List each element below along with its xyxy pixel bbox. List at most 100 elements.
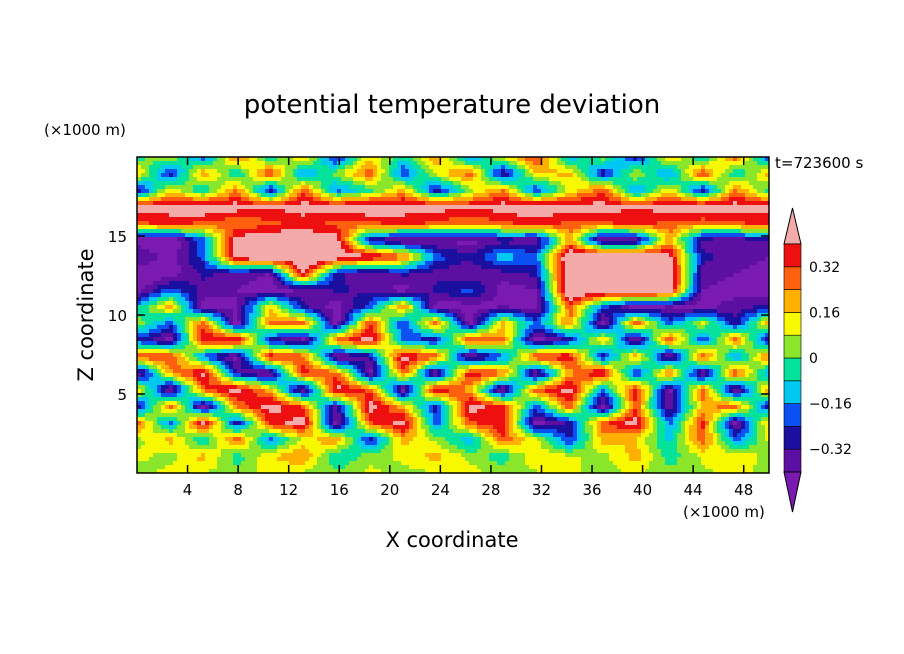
field-cell xyxy=(409,257,414,262)
field-cell xyxy=(737,157,742,162)
field-cell xyxy=(217,213,222,218)
field-cell xyxy=(625,257,630,262)
field-cell xyxy=(165,277,170,282)
field-cell xyxy=(145,225,150,230)
field-cell xyxy=(665,217,670,222)
field-cell xyxy=(765,217,769,222)
field-cell xyxy=(385,273,390,278)
field-cell xyxy=(205,165,210,170)
field-cell xyxy=(629,221,634,226)
field-cell xyxy=(729,217,734,222)
field-cell xyxy=(429,253,434,258)
field-cell xyxy=(429,177,434,182)
field-cell xyxy=(481,281,486,286)
field-cell xyxy=(349,185,354,190)
field-cell xyxy=(605,237,610,242)
field-cell xyxy=(541,265,546,270)
field-cell xyxy=(197,245,202,250)
field-cell xyxy=(205,245,210,250)
field-cell xyxy=(713,229,718,234)
field-cell xyxy=(537,217,542,222)
field-cell xyxy=(213,277,218,282)
field-cell xyxy=(285,237,290,242)
field-cell xyxy=(601,221,606,226)
field-cell xyxy=(193,169,198,174)
field-cell xyxy=(193,181,198,186)
field-cell xyxy=(649,197,654,202)
field-cell xyxy=(305,241,310,246)
field-cell xyxy=(429,193,434,198)
field-cell xyxy=(293,277,298,282)
field-cell xyxy=(745,165,750,170)
field-cell xyxy=(217,221,222,226)
field-cell xyxy=(585,229,590,234)
field-cell xyxy=(281,237,286,242)
field-cell xyxy=(165,197,170,202)
field-cell xyxy=(269,177,274,182)
field-cell xyxy=(305,201,310,206)
field-cell xyxy=(481,201,486,206)
field-cell xyxy=(485,281,490,286)
field-cell xyxy=(545,277,550,282)
field-cell xyxy=(449,221,454,226)
field-cell xyxy=(449,157,454,162)
field-cell xyxy=(693,221,698,226)
field-cell xyxy=(493,225,498,230)
field-cell xyxy=(337,177,342,182)
field-cell xyxy=(745,225,750,230)
field-cell xyxy=(221,249,226,254)
field-cell xyxy=(401,205,406,210)
field-cell xyxy=(241,197,246,202)
field-cell xyxy=(585,225,590,230)
field-cell xyxy=(173,205,178,210)
field-cell xyxy=(597,237,602,242)
field-cell xyxy=(673,197,678,202)
field-cell xyxy=(153,245,158,250)
field-cell xyxy=(309,189,314,194)
field-cell xyxy=(649,233,654,238)
field-cell xyxy=(541,225,546,230)
field-cell xyxy=(521,241,526,246)
field-cell xyxy=(233,281,238,286)
field-cell xyxy=(393,241,398,246)
field-cell xyxy=(273,261,278,266)
field-cell xyxy=(337,233,342,238)
field-cell xyxy=(245,193,250,198)
field-cell xyxy=(521,229,526,234)
field-cell xyxy=(381,217,386,222)
field-cell xyxy=(309,277,314,282)
field-cell xyxy=(349,209,354,214)
field-cell xyxy=(189,157,194,162)
field-cell xyxy=(317,209,322,214)
field-cell xyxy=(485,181,490,186)
field-cell xyxy=(165,233,170,238)
field-cell xyxy=(349,269,354,274)
field-cell xyxy=(541,261,546,266)
field-cell xyxy=(229,245,234,250)
field-cell xyxy=(157,213,162,218)
field-cell xyxy=(381,237,386,242)
field-cell xyxy=(389,181,394,186)
field-cell xyxy=(241,165,246,170)
field-cell xyxy=(693,169,698,174)
field-cell xyxy=(741,205,746,210)
field-cell xyxy=(333,249,338,254)
field-cell xyxy=(401,201,406,206)
field-cell xyxy=(729,165,734,170)
field-cell xyxy=(705,253,710,258)
field-cell xyxy=(753,257,758,262)
field-cell xyxy=(649,237,654,242)
field-cell xyxy=(309,185,314,190)
field-cell xyxy=(597,177,602,182)
field-cell xyxy=(277,277,282,282)
field-cell xyxy=(657,193,662,198)
field-cell xyxy=(193,185,198,190)
field-cell xyxy=(489,189,494,194)
field-cell xyxy=(233,173,238,178)
field-cell xyxy=(501,261,506,266)
field-cell xyxy=(341,249,346,254)
field-cell xyxy=(417,269,422,274)
field-cell xyxy=(341,217,346,222)
field-cell xyxy=(357,253,362,258)
field-cell xyxy=(469,165,474,170)
